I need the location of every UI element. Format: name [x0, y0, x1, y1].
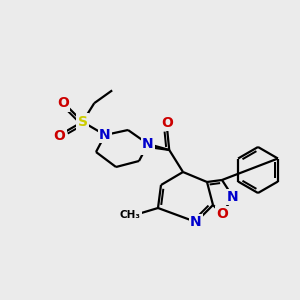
Text: O: O	[54, 129, 65, 143]
Text: O: O	[161, 116, 173, 130]
Text: S: S	[78, 115, 88, 129]
Text: CH₃: CH₃	[120, 211, 141, 220]
Text: O: O	[57, 96, 69, 110]
Text: N: N	[190, 215, 202, 229]
Text: N: N	[142, 140, 154, 154]
Text: N: N	[227, 190, 239, 204]
Text: N: N	[99, 128, 111, 142]
Text: N: N	[142, 137, 154, 151]
Text: O: O	[216, 207, 228, 221]
